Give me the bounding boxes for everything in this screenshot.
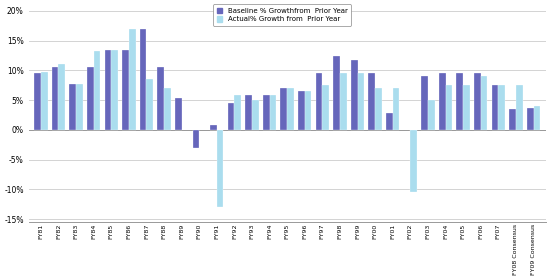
Bar — [527, 108, 534, 130]
Bar — [287, 88, 294, 130]
Bar — [509, 109, 516, 130]
Bar — [481, 76, 487, 130]
Bar — [111, 50, 118, 130]
Bar — [234, 95, 241, 130]
Bar — [129, 29, 135, 130]
Bar — [192, 130, 199, 148]
Bar — [270, 95, 276, 130]
Bar — [333, 56, 340, 130]
Bar — [534, 106, 540, 130]
Bar — [446, 85, 452, 130]
Bar — [87, 68, 94, 130]
Bar — [305, 91, 311, 130]
Bar — [34, 73, 41, 130]
Bar — [94, 51, 100, 130]
Bar — [140, 29, 146, 130]
Bar — [492, 85, 498, 130]
Bar — [41, 72, 47, 130]
Bar — [498, 85, 505, 130]
Bar — [351, 60, 358, 130]
Bar — [280, 88, 287, 130]
Bar — [69, 83, 76, 130]
Bar — [217, 130, 223, 207]
Bar — [358, 73, 364, 130]
Bar — [316, 73, 322, 130]
Bar — [146, 80, 153, 130]
Bar — [410, 130, 417, 193]
Bar — [393, 88, 399, 130]
Bar — [252, 100, 258, 130]
Bar — [439, 73, 446, 130]
Bar — [456, 73, 463, 130]
Bar — [375, 88, 382, 130]
Bar — [340, 73, 346, 130]
Bar — [245, 95, 252, 130]
Bar — [322, 85, 329, 130]
Bar — [298, 91, 305, 130]
Bar — [210, 125, 217, 130]
Bar — [386, 113, 393, 130]
Bar — [76, 83, 82, 130]
Bar — [104, 50, 111, 130]
Bar — [463, 85, 470, 130]
Bar — [58, 64, 65, 130]
Bar — [52, 68, 58, 130]
Bar — [516, 85, 522, 130]
Bar — [228, 103, 234, 130]
Bar — [122, 50, 129, 130]
Bar — [175, 98, 182, 130]
Bar — [157, 68, 164, 130]
Bar — [368, 73, 375, 130]
Bar — [421, 76, 428, 130]
Bar — [263, 95, 270, 130]
Legend: Baseline % Growthfrom  Prior Year, Actual% Growth from  Prior Year: Baseline % Growthfrom Prior Year, Actual… — [213, 4, 351, 26]
Bar — [474, 73, 481, 130]
Bar — [164, 88, 170, 130]
Bar — [428, 100, 435, 130]
